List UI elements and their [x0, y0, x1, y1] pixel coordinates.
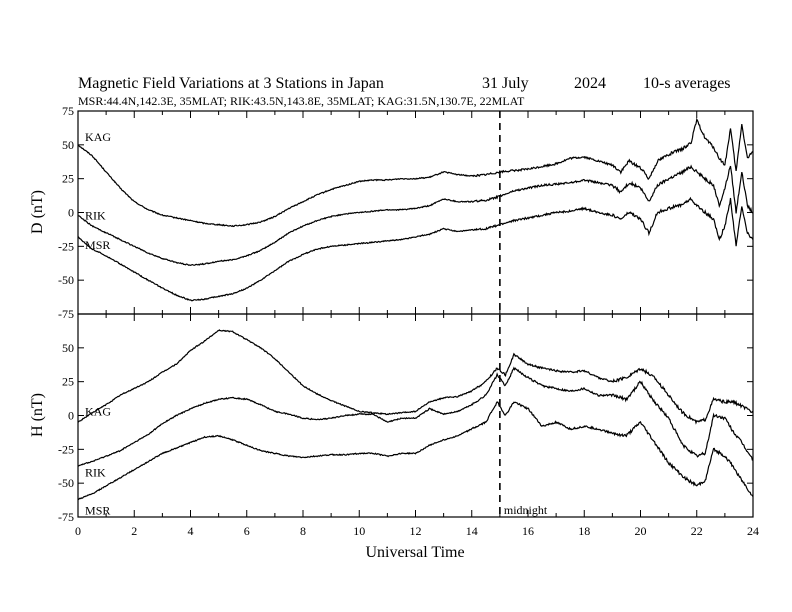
- xtick-label: 20: [635, 524, 647, 538]
- d-axis-label: D (nT): [29, 190, 46, 234]
- xtick-label: 0: [75, 524, 81, 538]
- xtick-label: 18: [578, 524, 590, 538]
- d-series-kag: [77, 117, 754, 228]
- xtick-label: 16: [522, 524, 534, 538]
- xtick-label: 12: [410, 524, 422, 538]
- h-series-msr: [77, 401, 754, 501]
- x-axis-label: Universal Time: [365, 544, 464, 561]
- h-ytick-label: 0: [68, 409, 74, 423]
- d-ytick-label: -25: [58, 239, 74, 253]
- h-axis-label: H (nT): [29, 393, 46, 437]
- h-ytick-label: 50: [62, 341, 74, 355]
- h-label-rik: RIK: [85, 465, 106, 479]
- xtick-label: 22: [691, 524, 703, 538]
- h-label-kag: KAG: [85, 405, 111, 419]
- h-ytick-label: -75: [58, 510, 74, 524]
- xtick-label: 6: [244, 524, 250, 538]
- d-panel-frame: [77, 110, 754, 315]
- h-ytick-label: -50: [58, 476, 74, 490]
- h-series-rik: [77, 366, 754, 467]
- d-series-msr: [77, 196, 754, 302]
- d-label-kag: KAG: [85, 130, 111, 144]
- midnight-label: midnight: [504, 503, 548, 517]
- d-ytick-label: 50: [62, 138, 74, 152]
- chart-year: 2024: [574, 75, 606, 92]
- h-panel-frame: [77, 313, 754, 518]
- xtick-label: 10: [353, 524, 365, 538]
- xtick-label: 4: [188, 524, 194, 538]
- d-label-msr: MSR: [85, 238, 110, 252]
- xtick-label: 24: [747, 524, 759, 538]
- chart-title: Magnetic Field Variations at 3 Stations …: [78, 75, 384, 92]
- d-ytick-label: -50: [58, 273, 74, 287]
- station-labels: KAG RIK MSR KAG RIK MSR: [85, 130, 111, 518]
- series-layer: [77, 117, 754, 501]
- d-series-rik: [77, 164, 754, 267]
- xtick-label: 14: [466, 524, 478, 538]
- h-label-msr: MSR: [85, 503, 110, 517]
- h-ytick-label: -25: [58, 442, 74, 456]
- d-label-rik: RIK: [85, 208, 106, 222]
- chart-averaging: 10-s averages: [643, 75, 731, 92]
- chart-stations-subtitle: MSR:44.4N,142.3E, 35MLAT; RIK:43.5N,143.…: [78, 94, 525, 108]
- xtick-label: 8: [300, 524, 306, 538]
- d-ytick-label: -75: [58, 307, 74, 321]
- xtick-label: 2: [131, 524, 137, 538]
- d-ytick-label: 75: [62, 104, 74, 118]
- d-ytick-label: 0: [68, 206, 74, 220]
- h-series-kag: [77, 329, 754, 425]
- d-ytick-label: 25: [62, 172, 74, 186]
- chart-date: 31 July: [482, 75, 529, 92]
- h-ytick-label: 25: [62, 375, 74, 389]
